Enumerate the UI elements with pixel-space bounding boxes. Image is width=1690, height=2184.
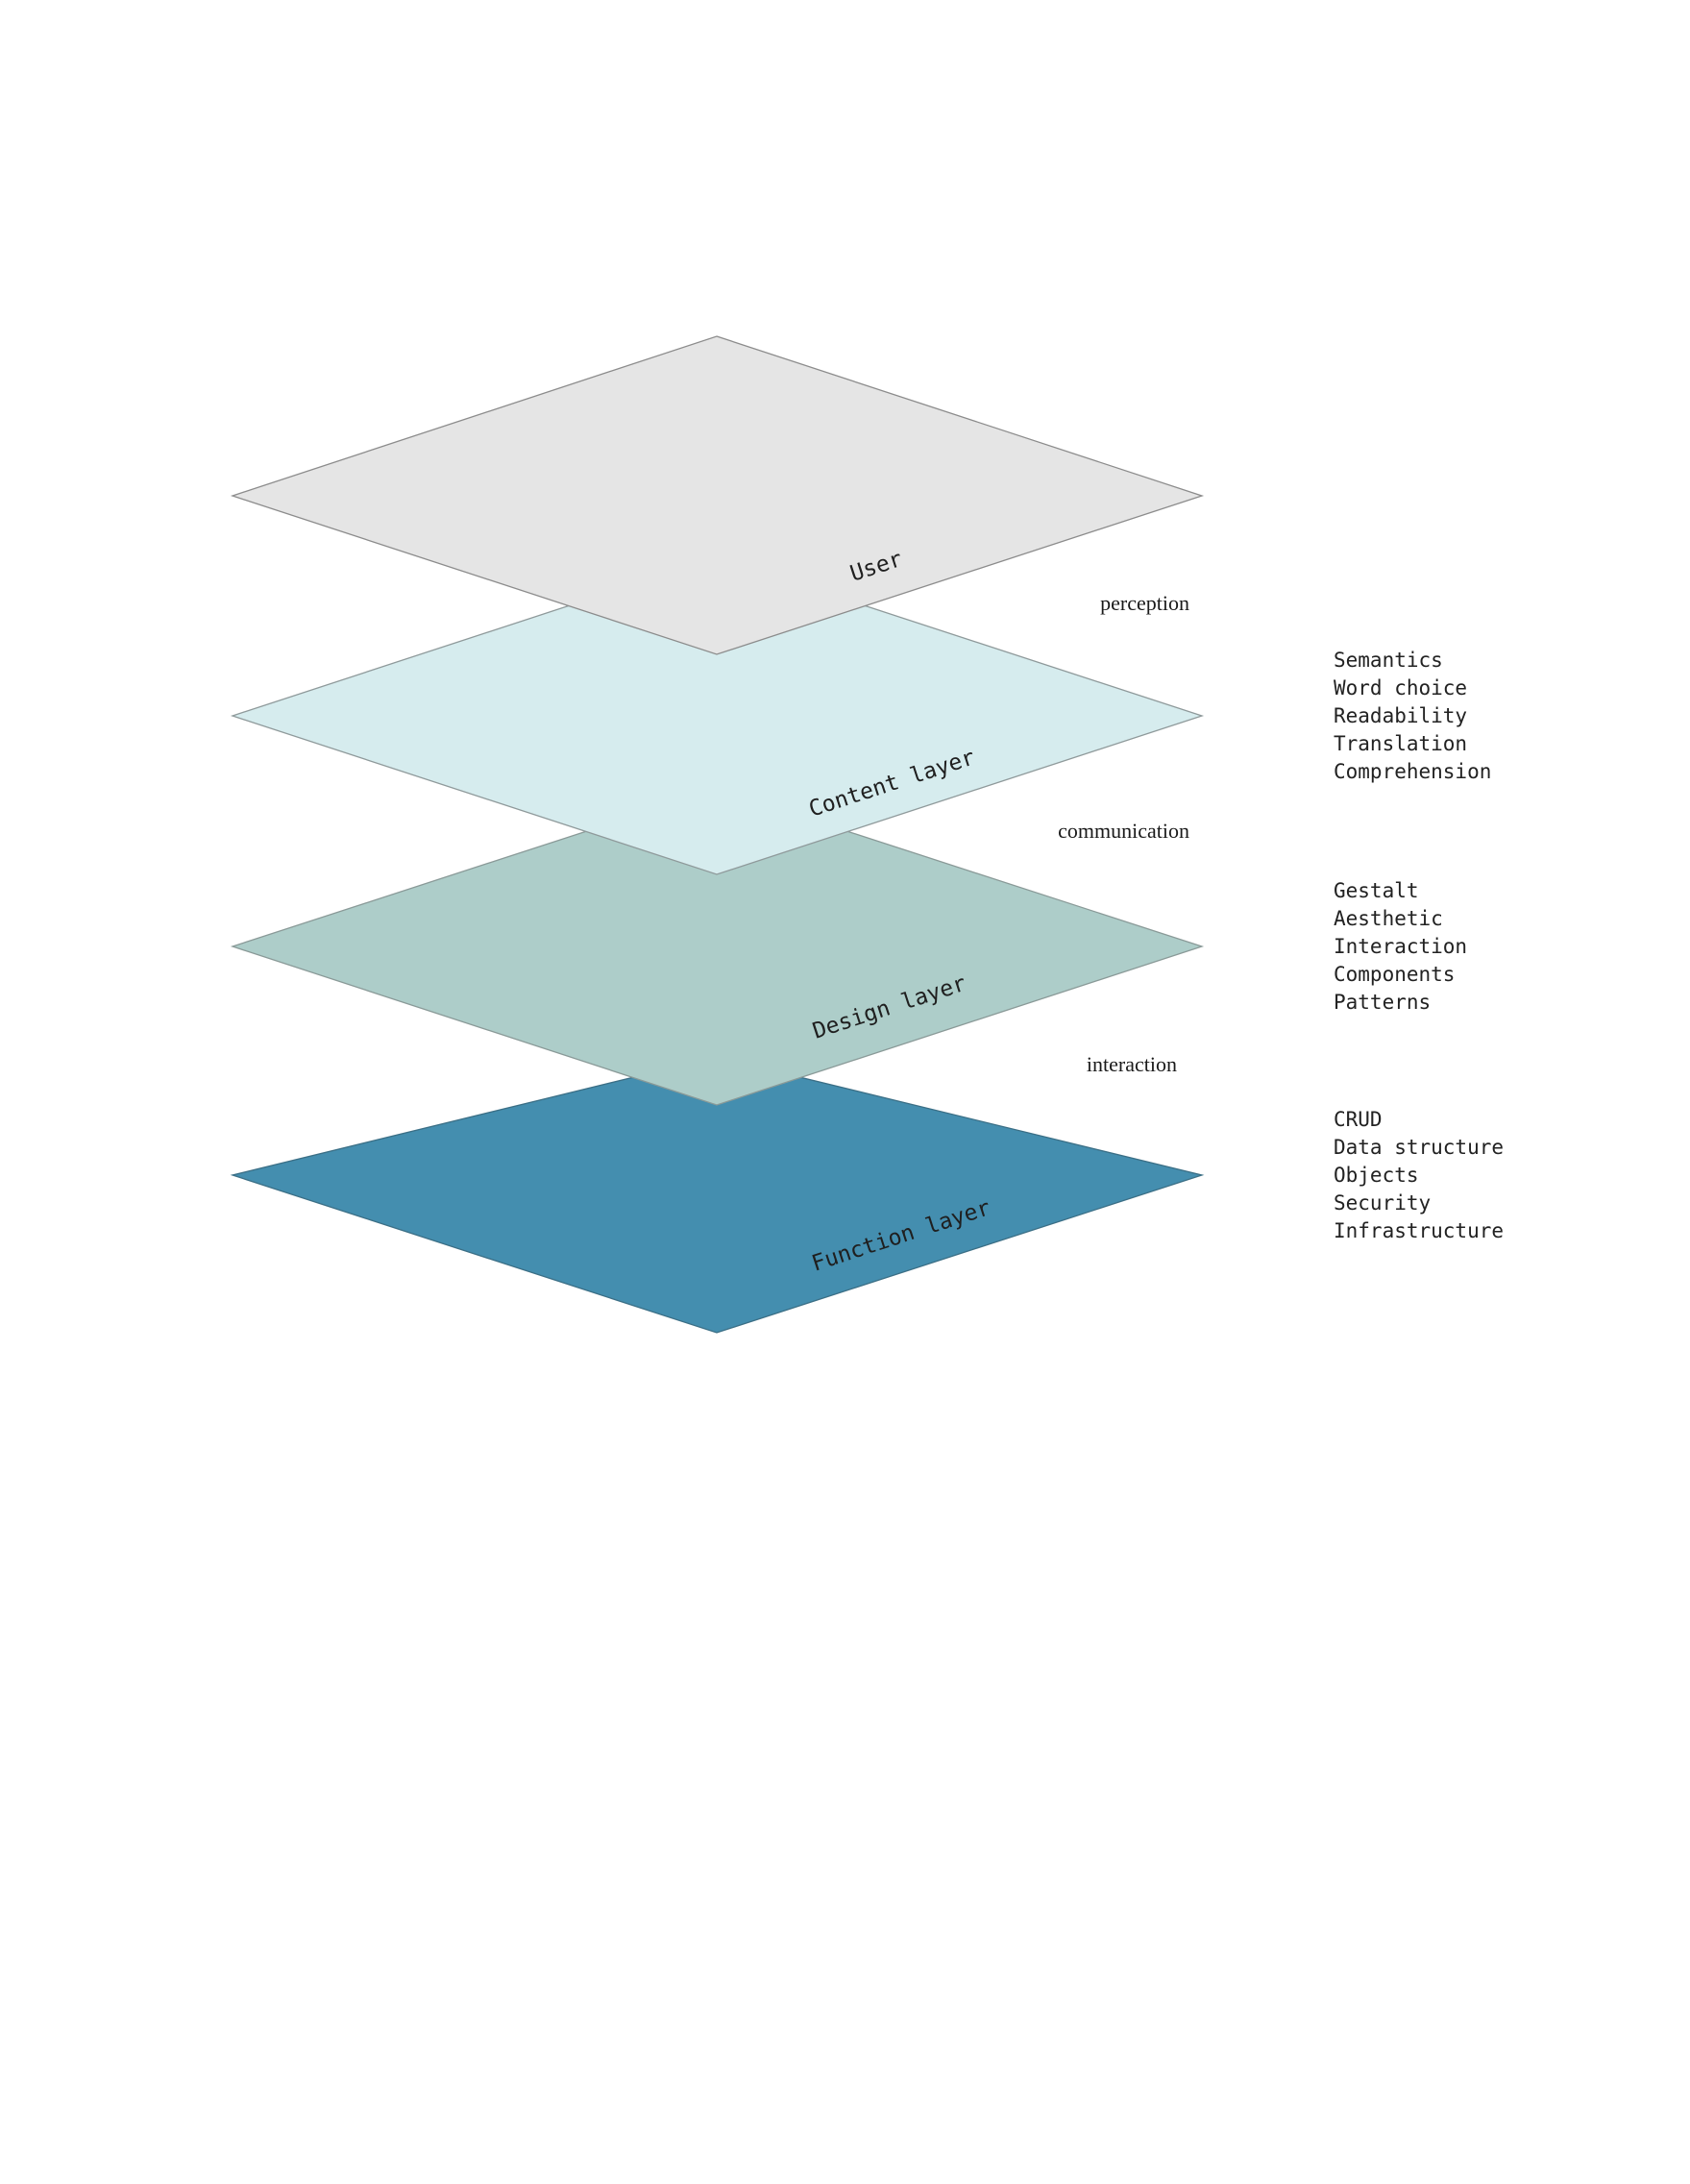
communication-label: communication (1058, 819, 1189, 843)
design-detail-item: Patterns (1334, 991, 1431, 1014)
content-detail-item: Translation (1334, 732, 1467, 755)
user-layer-plane (230, 335, 1205, 655)
design-layer-plane (230, 788, 1205, 1106)
content-detail-item: Word choice (1334, 676, 1467, 699)
design-detail-item: Components (1334, 963, 1455, 986)
perception-label: perception (1100, 591, 1189, 615)
function-detail-item: CRUD (1334, 1108, 1383, 1131)
function-detail-item: Infrastructure (1334, 1219, 1504, 1242)
interaction-label: interaction (1087, 1052, 1177, 1076)
function-detail-item: Security (1334, 1191, 1431, 1215)
function-detail-item: Objects (1334, 1164, 1419, 1187)
content-detail-item: Semantics (1334, 649, 1443, 672)
design-details-list: Gestalt Aesthetic Interaction Components… (1334, 879, 1467, 1014)
design-detail-item: Aesthetic (1334, 907, 1443, 930)
function-layer: Function layer (230, 1056, 1205, 1334)
function-layer-plane (230, 1056, 1205, 1334)
content-detail-item: Readability (1334, 704, 1467, 727)
content-layer-plane (230, 556, 1205, 875)
content-details-list: Semantics Word choice Readability Transl… (1334, 649, 1491, 783)
design-detail-item: Interaction (1334, 935, 1467, 958)
user-layer: User (230, 335, 1205, 655)
function-details-list: CRUD Data structure Objects Security Inf… (1334, 1108, 1504, 1242)
content-layer: Content layer (230, 556, 1205, 875)
design-detail-item: Gestalt (1334, 879, 1419, 902)
content-detail-item: Comprehension (1334, 760, 1491, 783)
function-detail-item: Data structure (1334, 1136, 1504, 1159)
